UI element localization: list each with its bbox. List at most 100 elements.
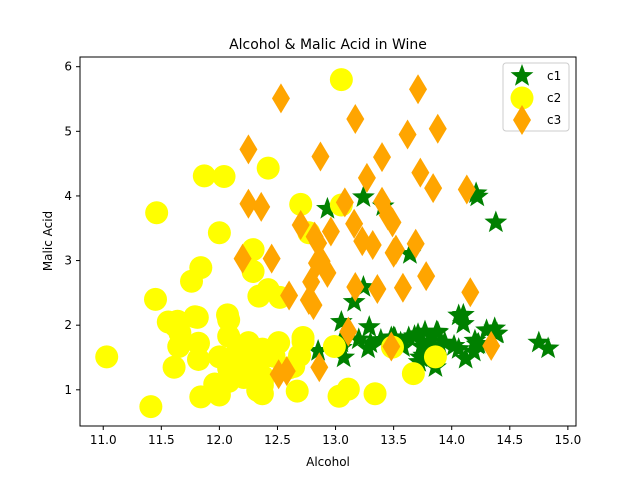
data-point-c2 bbox=[156, 310, 180, 334]
data-point-c2 bbox=[322, 335, 346, 359]
data-point-c3 bbox=[398, 119, 417, 150]
y-tick-label: 4 bbox=[64, 189, 72, 203]
data-point-c3 bbox=[291, 210, 310, 241]
legend-marker-c1 bbox=[510, 64, 534, 86]
y-tick-label: 3 bbox=[64, 254, 72, 268]
data-point-c1 bbox=[410, 334, 433, 357]
data-point-c3 bbox=[262, 243, 281, 274]
data-point-c3 bbox=[411, 157, 430, 188]
data-point-c3 bbox=[457, 174, 476, 205]
legend-item-c2: c2 bbox=[510, 86, 561, 110]
data-point-c3 bbox=[280, 280, 299, 311]
data-point-c2 bbox=[363, 382, 387, 406]
data-point-c1 bbox=[442, 333, 466, 356]
x-tick-label: 11.0 bbox=[90, 433, 117, 447]
data-point-c3 bbox=[406, 228, 425, 259]
data-point-c2 bbox=[289, 192, 313, 216]
data-point-c1 bbox=[527, 330, 551, 353]
series-c2 bbox=[95, 68, 447, 419]
data-point-c3 bbox=[384, 237, 403, 268]
data-point-c3 bbox=[482, 330, 501, 361]
data-point-c2 bbox=[291, 329, 315, 353]
data-point-c1 bbox=[352, 185, 375, 207]
x-tick-label: 14.0 bbox=[438, 433, 465, 447]
data-point-c2 bbox=[217, 324, 241, 348]
data-point-c2 bbox=[95, 345, 119, 369]
y-tick-label: 5 bbox=[64, 124, 72, 138]
data-point-c3 bbox=[233, 243, 252, 274]
data-point-c3 bbox=[311, 141, 330, 172]
data-point-c3 bbox=[305, 221, 324, 252]
x-tick-label: 13.5 bbox=[380, 433, 407, 447]
plot-frame bbox=[79, 56, 577, 427]
data-point-c3 bbox=[252, 191, 271, 222]
chart-title: Alcohol & Malic Acid in Wine bbox=[229, 37, 427, 53]
data-point-c3 bbox=[357, 162, 376, 193]
y-axis-label: Malic Acid bbox=[41, 211, 55, 271]
data-point-c3 bbox=[353, 226, 372, 257]
data-point-c3 bbox=[335, 187, 354, 218]
data-point-c2 bbox=[212, 165, 236, 189]
data-point-c2 bbox=[329, 68, 353, 92]
data-point-c1 bbox=[356, 336, 380, 359]
data-point-c1 bbox=[413, 319, 437, 342]
data-point-c2 bbox=[285, 379, 309, 403]
data-point-c3 bbox=[346, 272, 365, 303]
x-axis-label: Alcohol bbox=[306, 455, 350, 469]
data-point-c2 bbox=[241, 260, 265, 284]
data-point-c1 bbox=[412, 343, 436, 366]
data-point-c3 bbox=[346, 104, 365, 135]
legend-marker-c2 bbox=[510, 86, 534, 110]
data-point-c1 bbox=[358, 331, 382, 353]
data-point-c2 bbox=[144, 287, 168, 311]
data-point-c2 bbox=[167, 335, 191, 359]
data-point-c2 bbox=[180, 269, 204, 293]
data-point-c3 bbox=[373, 142, 392, 173]
data-point-c3 bbox=[339, 316, 358, 347]
data-point-c2 bbox=[186, 347, 210, 371]
data-point-c1 bbox=[342, 289, 366, 312]
data-point-c3 bbox=[271, 83, 290, 114]
data-point-c2 bbox=[401, 362, 425, 386]
data-point-c3 bbox=[345, 208, 364, 239]
data-points bbox=[95, 68, 560, 419]
data-point-c3 bbox=[393, 272, 412, 303]
legend-label: c3 bbox=[547, 113, 561, 127]
data-point-c3 bbox=[239, 188, 258, 219]
x-tick-label: 14.5 bbox=[496, 433, 523, 447]
data-point-c3 bbox=[299, 284, 318, 315]
data-point-c1 bbox=[369, 328, 393, 350]
data-point-c2 bbox=[186, 331, 210, 355]
data-point-c2 bbox=[189, 385, 213, 409]
data-point-c1 bbox=[332, 345, 356, 368]
data-point-c1 bbox=[407, 350, 431, 372]
data-point-c3 bbox=[277, 356, 296, 387]
data-point-c1 bbox=[465, 332, 489, 355]
data-point-c1 bbox=[347, 327, 371, 350]
x-tick-label: 12.0 bbox=[206, 433, 233, 447]
data-point-c1 bbox=[357, 315, 381, 337]
data-point-c1 bbox=[329, 309, 353, 332]
legend: c1 c2 c3 bbox=[502, 62, 570, 135]
data-point-c1 bbox=[536, 336, 560, 359]
y-tick-label: 6 bbox=[64, 60, 72, 74]
data-point-c1 bbox=[475, 318, 498, 341]
data-point-c3 bbox=[424, 173, 443, 204]
data-point-c1 bbox=[398, 242, 422, 264]
data-point-c2 bbox=[207, 221, 231, 245]
data-point-c1 bbox=[433, 330, 457, 353]
data-point-c3 bbox=[428, 113, 447, 144]
x-tick-label: 11.5 bbox=[148, 433, 175, 447]
data-point-c3 bbox=[409, 74, 428, 105]
x-tick-label: 13.0 bbox=[322, 433, 349, 447]
data-point-c2 bbox=[250, 337, 274, 361]
data-point-c3 bbox=[417, 261, 436, 292]
data-point-c2 bbox=[250, 373, 274, 397]
y-tick-label: 2 bbox=[64, 318, 72, 332]
data-point-c1 bbox=[464, 181, 488, 204]
data-point-c2 bbox=[256, 156, 280, 180]
data-point-c3 bbox=[382, 331, 401, 362]
data-point-c1 bbox=[454, 346, 478, 369]
legend-item-c3: c3 bbox=[513, 105, 561, 135]
